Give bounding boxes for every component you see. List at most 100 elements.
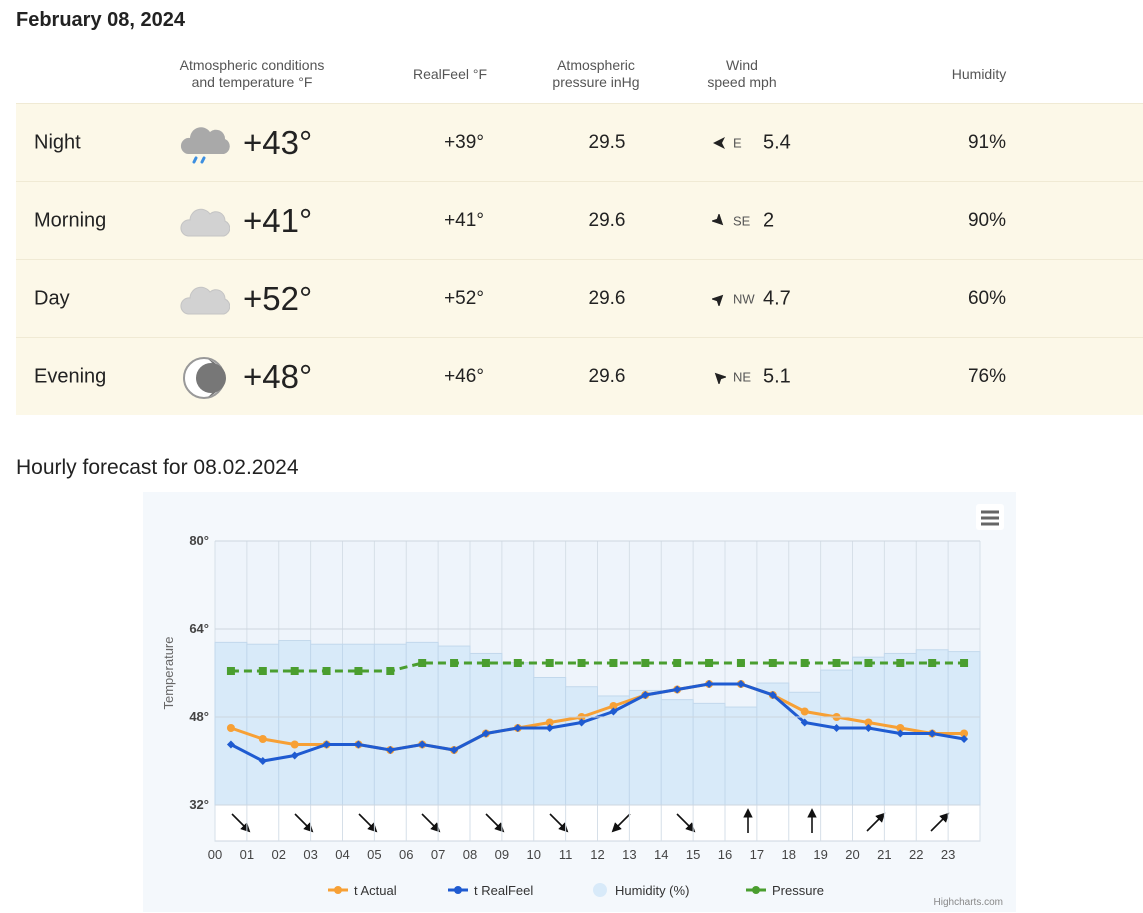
x-tick-label: 16	[718, 847, 732, 862]
point	[736, 659, 745, 667]
point	[290, 667, 299, 675]
point	[832, 724, 841, 732]
humidity-bar	[660, 699, 694, 806]
humidity-bar	[692, 702, 726, 806]
humidity-bar	[788, 691, 822, 806]
humidity-bar	[820, 669, 853, 806]
plot-background	[215, 541, 980, 841]
credit: Highcharts.com	[934, 897, 1003, 908]
point	[768, 691, 777, 699]
point	[226, 724, 235, 732]
grid	[214, 541, 981, 841]
wind-speed: 2	[763, 209, 775, 231]
weather-icon	[183, 357, 226, 399]
point	[577, 718, 586, 727]
x-tick-label: 02	[272, 847, 286, 862]
x-tick-label: 05	[367, 847, 381, 862]
wind-direction: E	[733, 135, 742, 150]
column-header: Humidity	[951, 66, 1007, 82]
chart-background	[143, 492, 1016, 912]
legend-symbol	[334, 886, 342, 894]
point	[673, 659, 682, 667]
temperature: +48°	[243, 357, 313, 395]
humidity-bar	[565, 686, 598, 806]
realfeel: +46°	[444, 365, 484, 387]
wind-direction: NE	[733, 369, 752, 384]
humidity-bar	[883, 652, 917, 806]
point	[705, 680, 714, 688]
date-title: February 08, 2024	[16, 9, 185, 31]
humidity-bar	[756, 682, 790, 806]
x-tick-label: 00	[208, 847, 222, 862]
wind-arrow	[713, 137, 725, 149]
table-row: Night +43° +39° 29.5 E 5.4 91%	[16, 103, 1143, 181]
legend-symbol	[593, 883, 607, 897]
legend-item: t Actual	[328, 883, 397, 898]
point	[290, 740, 299, 749]
wind-speed: 4.7	[763, 287, 791, 309]
wind-arrow	[712, 294, 724, 306]
legend-item: Humidity (%)	[593, 883, 689, 898]
point	[800, 718, 809, 727]
point	[513, 724, 522, 732]
y-tick-label: 48°	[189, 709, 209, 724]
point	[545, 718, 554, 727]
point	[768, 691, 777, 699]
x-tick-label: 01	[240, 847, 254, 862]
point	[258, 667, 267, 675]
point	[928, 729, 937, 738]
point	[545, 659, 554, 667]
x-tick-label: 08	[463, 847, 477, 862]
legend-label: Humidity (%)	[615, 883, 689, 898]
humidity-bar	[214, 641, 248, 806]
x-tick-label: 15	[686, 847, 700, 862]
wind-speed: 5.4	[763, 131, 791, 153]
point	[705, 659, 714, 667]
point	[609, 659, 618, 667]
column-header: Atmospheric pressure inHg	[552, 57, 640, 90]
point	[609, 707, 618, 716]
point	[736, 680, 745, 688]
pressure-line	[230, 661, 965, 673]
y-axis-title: Temperature	[161, 637, 176, 710]
legend-symbol	[752, 886, 760, 894]
point	[609, 702, 618, 710]
point	[768, 659, 777, 667]
legend-item: Pressure	[746, 883, 824, 898]
pressure: 29.6	[588, 287, 626, 309]
menu-button[interactable]	[976, 504, 1004, 530]
humidity-bar	[310, 643, 343, 806]
point	[577, 659, 586, 667]
point	[418, 659, 427, 667]
point	[354, 667, 363, 675]
legend-symbol	[454, 886, 462, 894]
point	[386, 746, 395, 754]
realfeel: +39°	[444, 131, 484, 153]
realfeel: +41°	[444, 209, 484, 231]
point	[481, 729, 490, 738]
point	[513, 724, 522, 732]
humidity-bar	[724, 706, 758, 806]
wind-arrow	[714, 372, 726, 384]
point	[545, 724, 554, 732]
pressure: 29.6	[588, 209, 626, 231]
point	[418, 740, 427, 749]
x-tick-label: 13	[622, 847, 636, 862]
y-tick-label: 32°	[189, 797, 209, 812]
weather-icon	[178, 278, 230, 322]
x-tick-label: 11	[559, 847, 573, 862]
humidity-bar	[628, 689, 662, 806]
humidity: 76%	[967, 365, 1006, 387]
y-tick-label: 64°	[189, 621, 209, 636]
humidity-bar	[405, 641, 439, 806]
humidity-bar	[597, 695, 630, 806]
point	[258, 757, 267, 765]
temperature-line	[230, 682, 965, 752]
x-tick-label: 06	[399, 847, 413, 862]
humidity-bar	[501, 662, 535, 806]
x-tick-label: 20	[845, 847, 859, 862]
x-tick-label: 22	[909, 847, 923, 862]
humidity-bar	[947, 651, 981, 806]
point	[226, 667, 235, 675]
